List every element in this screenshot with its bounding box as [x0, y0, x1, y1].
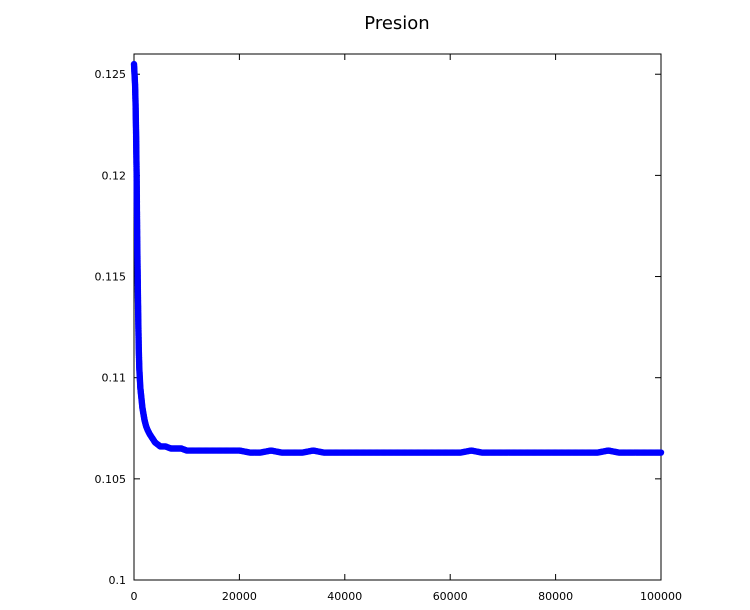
data-point	[657, 449, 665, 456]
data-points	[130, 60, 665, 456]
x-tick-label: 0	[131, 590, 138, 603]
x-tick-label: 80000	[538, 590, 573, 603]
y-tick-label: 0.125	[95, 68, 127, 81]
y-tick-label: 0.12	[102, 169, 127, 182]
y-tick-label: 0.115	[95, 271, 127, 284]
chart-title: Presion	[364, 13, 429, 34]
x-tick-label: 100000	[640, 590, 682, 603]
axis-ticks	[133, 54, 662, 581]
tick-labels: 0 20000 40000 60000 80000 100000 0.1 0.105 0.11 0…	[95, 68, 683, 603]
x-tick-label: 40000	[327, 590, 362, 603]
x-tick-label: 20000	[222, 590, 257, 603]
plot-frame	[133, 53, 662, 581]
y-tick-label: 0.11	[102, 372, 127, 385]
y-tick-label: 0.105	[95, 473, 127, 486]
x-tick-label: 60000	[433, 590, 468, 603]
y-tick-label: 0.1	[109, 574, 127, 587]
